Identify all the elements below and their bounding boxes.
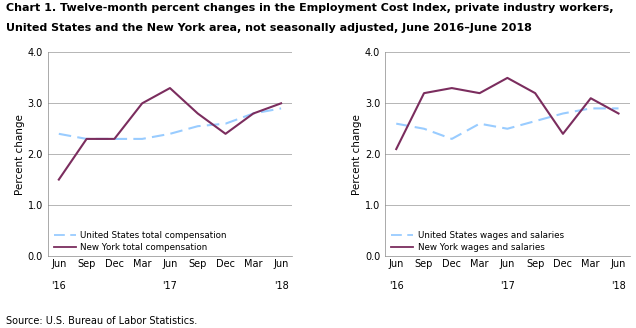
Legend: United States wages and salaries, New York wages and salaries: United States wages and salaries, New Yo… — [389, 229, 565, 254]
Text: '18: '18 — [611, 281, 626, 291]
Text: '17: '17 — [500, 281, 515, 291]
Text: United States and the New York area, not seasonally adjusted, June 2016–June 201: United States and the New York area, not… — [6, 23, 532, 33]
Y-axis label: Percent change: Percent change — [352, 114, 362, 195]
Legend: United States total compensation, New York total compensation: United States total compensation, New Yo… — [52, 229, 228, 254]
Text: '16: '16 — [389, 281, 404, 291]
Text: '17: '17 — [163, 281, 177, 291]
Text: '16: '16 — [52, 281, 66, 291]
Text: Chart 1. Twelve-month percent changes in the Employment Cost Index, private indu: Chart 1. Twelve-month percent changes in… — [6, 3, 614, 13]
Text: Source: U.S. Bureau of Labor Statistics.: Source: U.S. Bureau of Labor Statistics. — [6, 317, 198, 326]
Text: '18: '18 — [273, 281, 289, 291]
Y-axis label: Percent change: Percent change — [15, 114, 25, 195]
